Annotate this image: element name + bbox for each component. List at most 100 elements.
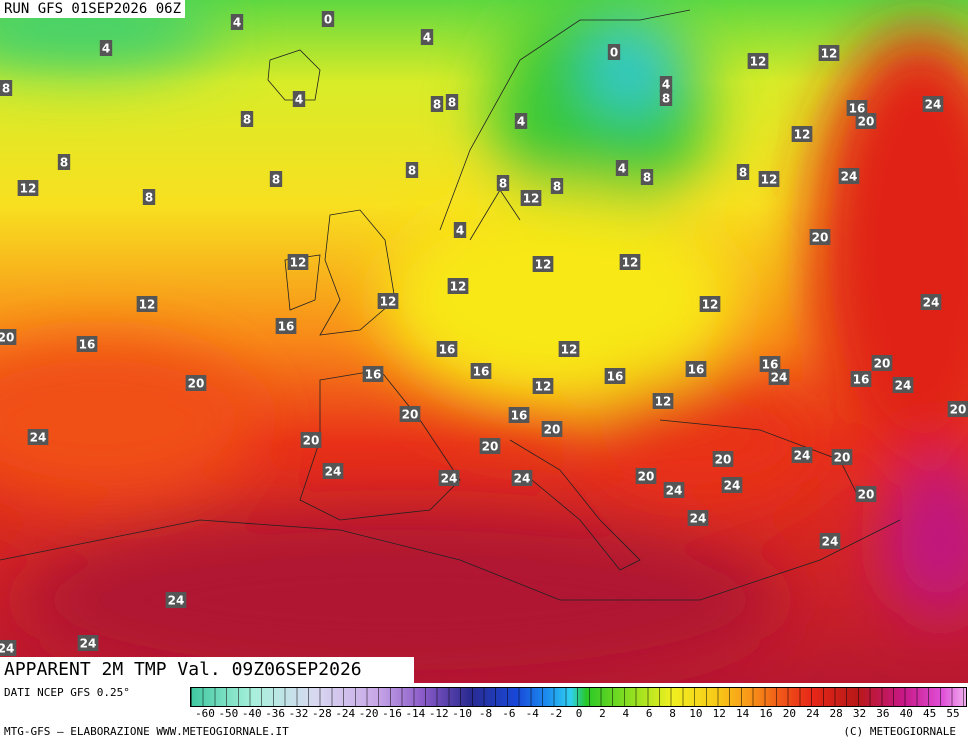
contour-label: 24	[77, 635, 99, 651]
label-box	[532, 256, 554, 272]
label-box	[640, 169, 654, 185]
contour-value: 20	[0, 331, 14, 345]
coastlines	[0, 9, 901, 601]
contour-label: 4	[230, 14, 244, 30]
contour-label: 24	[0, 640, 17, 656]
contour-label: 24	[165, 592, 187, 608]
contour-label: 12	[791, 126, 813, 142]
label-box	[377, 293, 399, 309]
label-box	[453, 222, 467, 238]
label-box	[892, 377, 914, 393]
label-box	[514, 113, 528, 129]
colorbar-label: 45	[923, 707, 937, 720]
contour-value: 12	[523, 192, 540, 206]
contour-value: 24	[441, 472, 458, 486]
contour-value: 4	[456, 224, 464, 238]
map-title: APPARENT 2M TMP Val. 09Z06SEP2026	[0, 657, 414, 683]
contour-value: 24	[771, 371, 788, 385]
contour-label: 8	[142, 189, 156, 205]
contour-label: 12	[699, 296, 721, 312]
label-box	[479, 438, 501, 454]
contour-label: 20	[0, 329, 17, 345]
contour-value: 20	[188, 377, 205, 391]
colorbar-label: -8	[478, 707, 493, 720]
label-box	[759, 356, 781, 372]
colorbar-label: -50	[218, 707, 239, 720]
contour-value: 24	[325, 465, 342, 479]
contour-label: 4	[453, 222, 467, 238]
contour-label: 24	[838, 168, 860, 184]
label-box	[532, 378, 554, 394]
label-box	[758, 171, 780, 187]
contour-label: 24	[721, 477, 743, 493]
label-box	[292, 91, 306, 107]
label-box	[430, 96, 444, 112]
contour-label: 4	[659, 76, 673, 92]
label-box	[142, 189, 156, 205]
colorbar-label: -2	[549, 707, 563, 720]
contour-value: 20	[858, 115, 875, 129]
contour-label: 24	[438, 470, 460, 486]
contour-value: 0	[610, 46, 618, 60]
contour-value: 20	[812, 231, 829, 245]
label-box	[420, 29, 434, 45]
contour-label: 4	[292, 91, 306, 107]
contour-value: 20	[544, 423, 561, 437]
contour-label: 12	[17, 180, 39, 196]
footer-left: MTG-GFS — ELABORAZIONE WWW.METEOGIORNALE…	[4, 725, 289, 738]
label-box	[300, 432, 322, 448]
contour-label: 20	[635, 468, 657, 484]
label-box	[635, 468, 657, 484]
contour-value: 24	[168, 594, 185, 608]
contour-label: 8	[57, 154, 71, 170]
contour-label: 24	[892, 377, 914, 393]
contour-label: 24	[768, 369, 790, 385]
contour-value: 12	[139, 298, 156, 312]
label-box	[438, 470, 460, 486]
contour-value: 12	[535, 258, 552, 272]
contour-value: 8	[433, 98, 441, 112]
label-box	[871, 355, 893, 371]
label-box	[712, 451, 734, 467]
label-box	[322, 463, 344, 479]
contour-label: 12	[136, 296, 158, 312]
label-box	[436, 341, 458, 357]
label-box	[0, 80, 13, 96]
label-box	[619, 254, 641, 270]
contour-value: 8	[553, 180, 561, 194]
label-box	[920, 294, 942, 310]
contour-label: 8	[269, 171, 283, 187]
contour-label: 0	[321, 11, 335, 27]
contour-label: 12	[558, 341, 580, 357]
colorbar-label: 32	[852, 707, 867, 720]
contour-label: 24	[27, 429, 49, 445]
contour-value: 16	[278, 320, 295, 334]
label-box	[76, 336, 98, 352]
contour-value: 16	[762, 358, 779, 372]
contour-value: 16	[511, 409, 528, 423]
contour-value: 4	[517, 115, 525, 129]
label-box	[604, 368, 626, 384]
label-box	[850, 371, 872, 387]
contour-label: 4	[615, 160, 629, 176]
contour-label: 8	[430, 96, 444, 112]
colorbar-label: 55	[946, 707, 960, 720]
label-box	[27, 429, 49, 445]
contour-value: 16	[607, 370, 624, 384]
colorbar-label: -6	[502, 707, 516, 720]
contour-value: 24	[925, 98, 942, 112]
label-box	[736, 164, 750, 180]
label-box	[240, 111, 254, 127]
contour-label: 12	[287, 254, 309, 270]
label-box	[558, 341, 580, 357]
contour-value: 24	[30, 431, 47, 445]
label-box	[607, 44, 621, 60]
contour-label: 24	[663, 482, 685, 498]
label-box	[17, 180, 39, 196]
colorbar-label: -60	[195, 707, 215, 720]
contour-value: 0	[324, 13, 332, 27]
contour-label: 8	[496, 175, 510, 191]
contour-label: 16	[850, 371, 872, 387]
label-box	[747, 53, 769, 69]
contour-label: 12	[619, 254, 641, 270]
